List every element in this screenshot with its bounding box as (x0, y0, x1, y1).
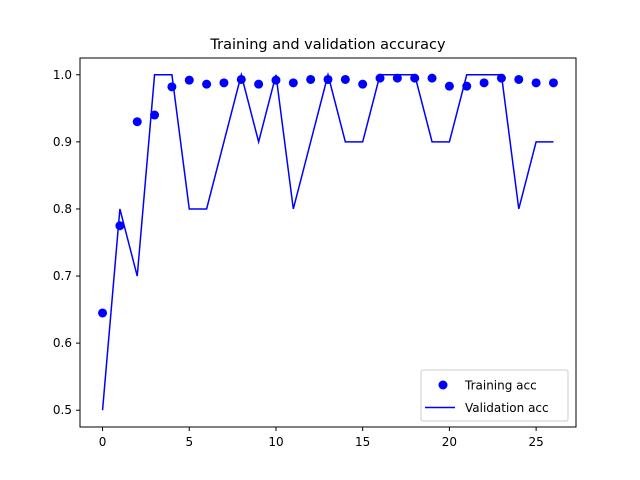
training-acc-point (496, 73, 506, 83)
x-tick-label: 20 (442, 435, 457, 449)
x-tick-label: 5 (185, 435, 193, 449)
training-acc-point (392, 73, 402, 83)
training-acc-point (375, 73, 385, 83)
training-acc-point (132, 117, 142, 127)
training-acc-point (288, 78, 298, 88)
y-tick-label: 0.8 (53, 202, 72, 216)
training-acc-point (202, 79, 212, 89)
training-acc-point (479, 78, 489, 88)
training-acc-point (236, 74, 246, 84)
legend-training-label: Training acc (464, 379, 537, 393)
legend-box (420, 369, 569, 422)
training-acc-point (219, 78, 229, 88)
y-tick-label: 0.6 (53, 336, 72, 350)
validation-acc-line (101, 71, 554, 411)
training-acc-point (306, 74, 316, 84)
training-acc-point (462, 81, 472, 91)
x-tick-label: 0 (99, 435, 107, 449)
training-acc-point (323, 74, 333, 84)
training-acc-point (167, 82, 177, 92)
y-tick-label: 1.0 (53, 68, 72, 82)
training-acc-point (444, 81, 454, 91)
training-acc-point (150, 110, 160, 120)
training-acc-point (531, 78, 541, 88)
chart-title: Training and validation accuracy (209, 37, 446, 53)
training-acc-point (358, 79, 368, 89)
training-acc-point (184, 75, 194, 85)
x-tick-label: 10 (268, 435, 283, 449)
training-acc-point (340, 74, 350, 84)
legend-validation-label: Validation acc (465, 401, 549, 415)
training-acc-point (427, 73, 437, 83)
training-acc-point (254, 79, 264, 89)
x-tick-label: 25 (528, 435, 543, 449)
training-acc-point (410, 73, 420, 83)
y-tick-label: 0.7 (53, 269, 72, 283)
legend: Training acc Validation acc (420, 369, 569, 422)
legend-training-marker (438, 380, 448, 390)
training-acc-point (548, 78, 558, 88)
y-tick-label: 0.9 (53, 135, 72, 149)
axes-frame (79, 57, 577, 428)
plot-area: 0 5 10 15 20 25 0.5 0.6 0.7 0.8 0.9 1.0 (53, 57, 577, 449)
x-tick-label: 15 (355, 435, 370, 449)
y-tick-label: 0.5 (53, 403, 72, 417)
training-acc-point (98, 308, 108, 318)
training-acc-point (115, 221, 125, 231)
training-acc-point (514, 74, 524, 84)
training-acc-point (271, 75, 281, 85)
